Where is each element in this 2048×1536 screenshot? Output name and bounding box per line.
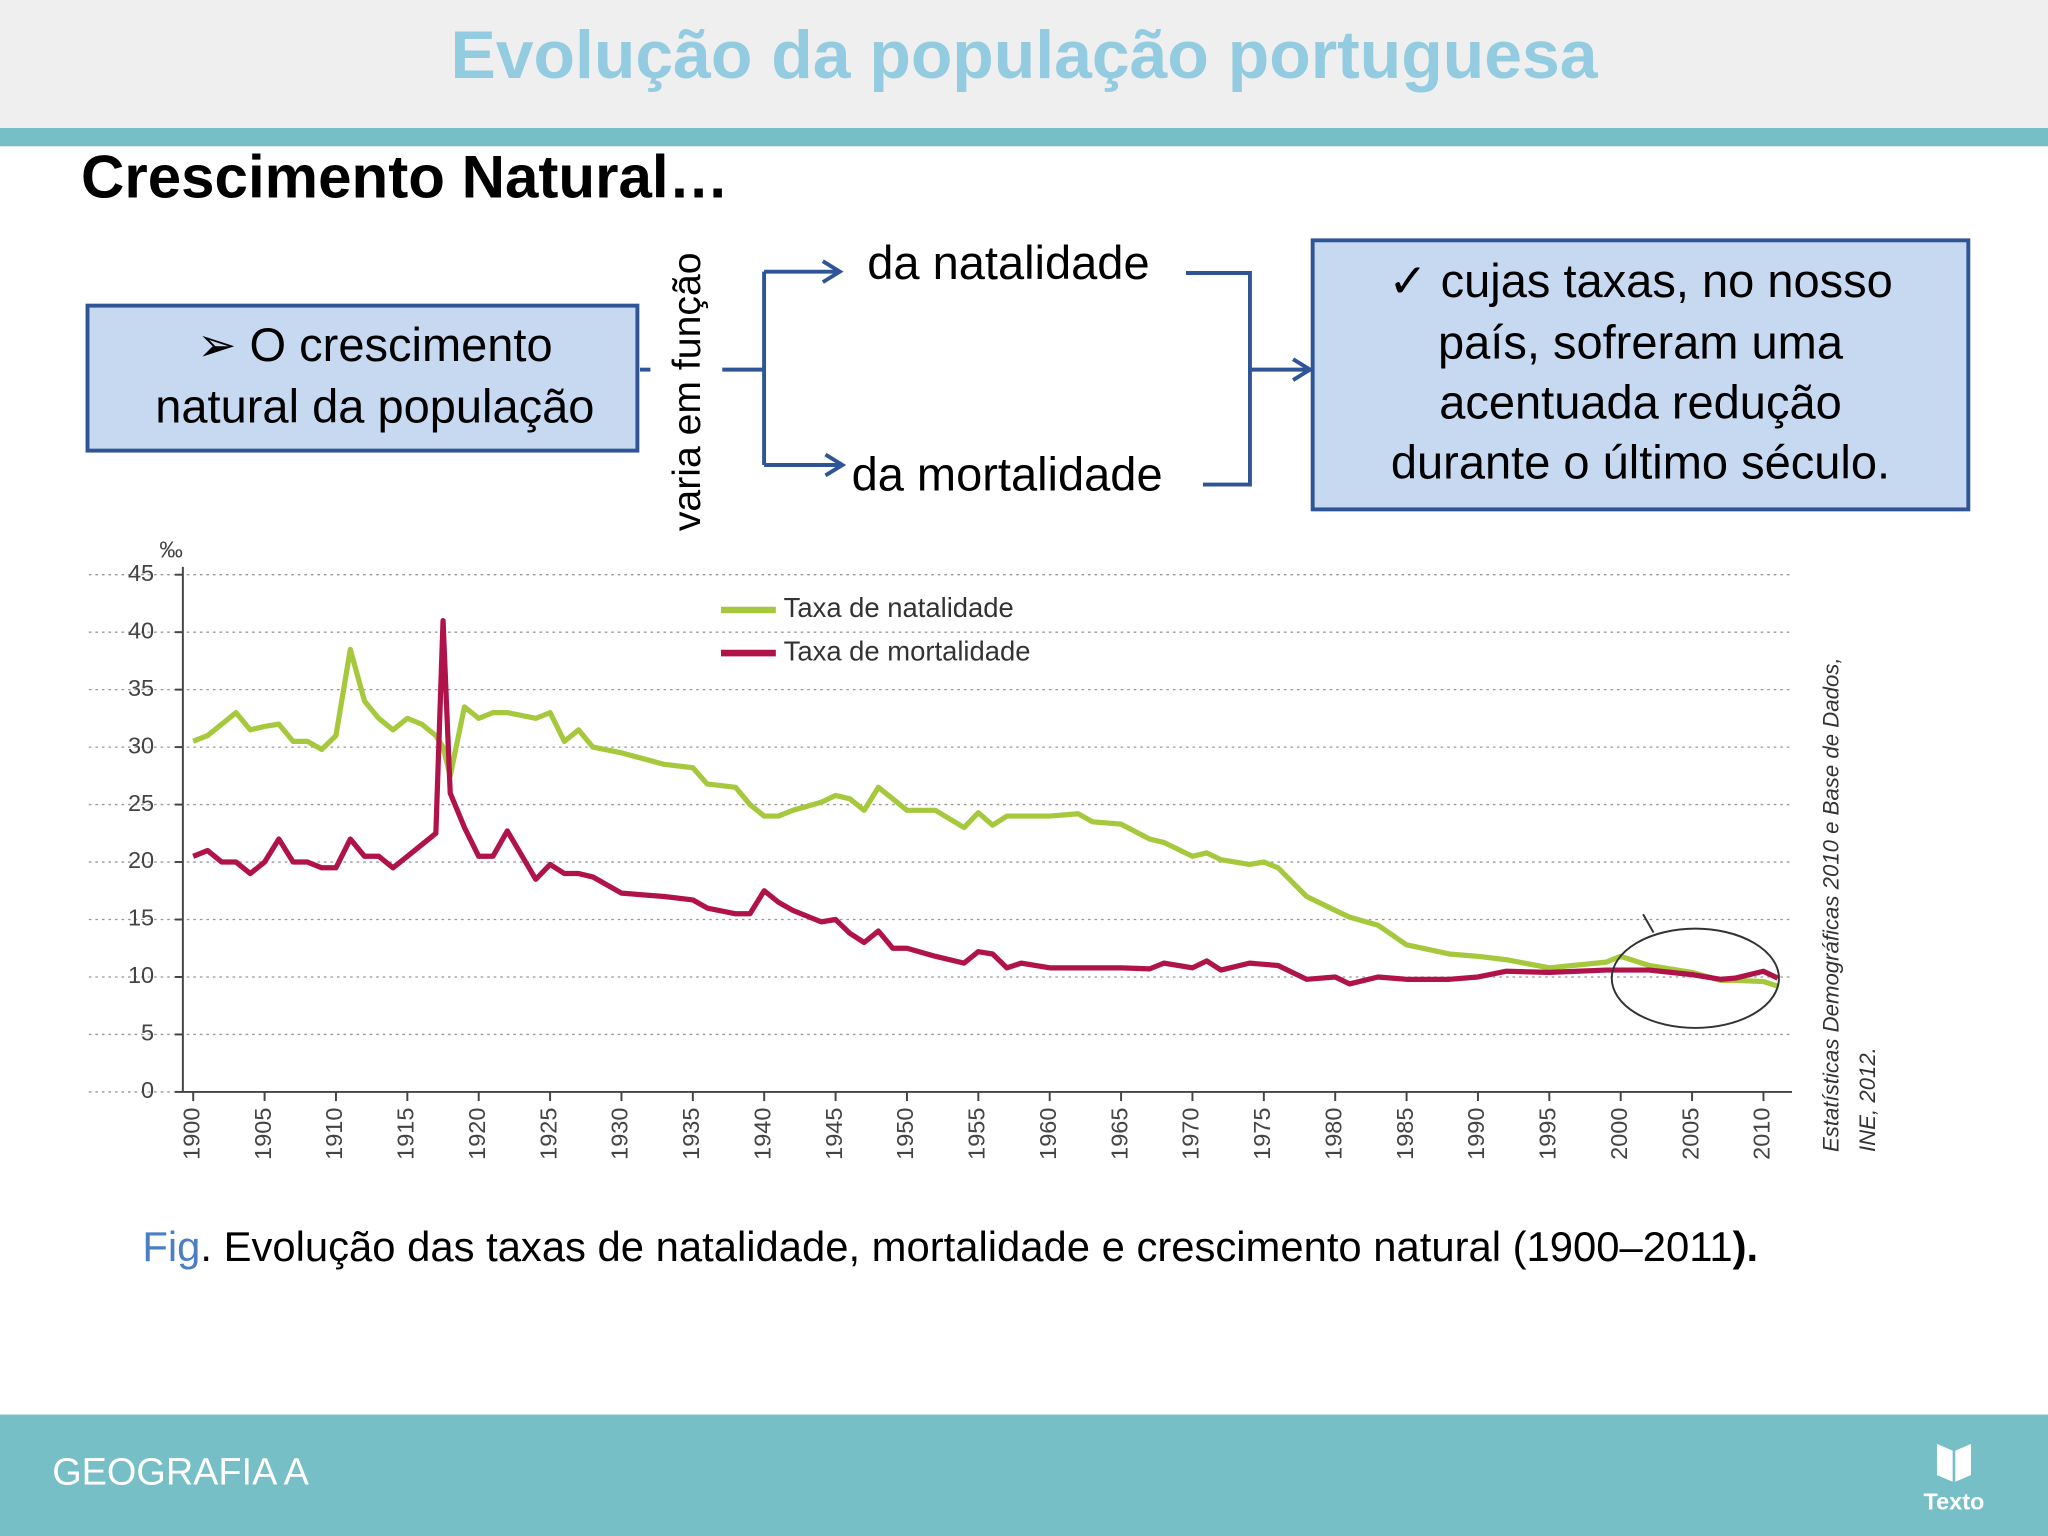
result-box-line: durante o último século. xyxy=(1391,436,1890,489)
x-tick-label: 1945 xyxy=(821,1108,847,1160)
x-tick-label: 2005 xyxy=(1677,1108,1703,1160)
header-band xyxy=(0,0,2048,128)
caption-label: Fig xyxy=(142,1223,200,1270)
source-box-line: ➢ O crescimento xyxy=(197,318,553,371)
footer-brand: Texto xyxy=(1923,1489,1984,1515)
source-note: Estatísticas Demográficas 2010 e Base de… xyxy=(1818,657,1843,1152)
figure-caption: Fig. Evolução das taxas de natalidade, m… xyxy=(142,1223,1758,1270)
result-box-line: acentuada redução xyxy=(1439,376,1842,429)
x-tick-label: 1950 xyxy=(892,1108,918,1160)
y-unit: ‰ xyxy=(159,536,183,562)
y-tick-label: 10 xyxy=(128,962,154,988)
branch-label: da mortalidade xyxy=(852,447,1163,500)
x-tick-label: 1930 xyxy=(607,1108,633,1160)
x-tick-label: 1910 xyxy=(321,1108,347,1160)
slide-subtitle: Crescimento Natural… xyxy=(81,143,729,210)
x-tick-label: 2000 xyxy=(1606,1108,1632,1160)
result-box-line: país, sofreram uma xyxy=(1438,316,1844,369)
x-tick-label: 1985 xyxy=(1392,1108,1418,1160)
x-tick-label: 1905 xyxy=(250,1108,276,1160)
x-tick-label: 1975 xyxy=(1249,1108,1275,1160)
x-tick-label: 1955 xyxy=(964,1108,990,1160)
x-tick-label: 1915 xyxy=(393,1108,419,1160)
x-tick-label: 1990 xyxy=(1463,1108,1489,1160)
highlight-ellipse xyxy=(1610,927,1780,1029)
source-note: INE, 2012. xyxy=(1855,1047,1880,1152)
y-tick-label: 40 xyxy=(128,617,154,643)
source-box xyxy=(85,303,640,453)
x-tick-label: 1995 xyxy=(1535,1108,1561,1160)
data-line xyxy=(192,618,1779,987)
legend-label: Taxa de natalidade xyxy=(784,592,1014,623)
highlight-pointer xyxy=(1642,913,1655,934)
connector-label: varia em função xyxy=(666,252,709,531)
chart: 0 5 10 15 20 25 30 35 40 45‰ 1900 1905 1910 1915 1920 1… xyxy=(88,536,1880,1160)
x-tick-label: 2010 xyxy=(1749,1108,1775,1160)
x-tick-label: 1900 xyxy=(178,1108,204,1160)
y-tick-label: 15 xyxy=(128,905,154,931)
y-tick-label: 25 xyxy=(128,790,154,816)
footer-course: GEOGRAFIA A xyxy=(52,1452,309,1494)
y-tick-label: 35 xyxy=(128,675,154,701)
caption-end: ). xyxy=(1733,1223,1759,1270)
slide-title: Evolução da população portuguesa xyxy=(450,18,1598,93)
x-tick-label: 1980 xyxy=(1320,1108,1346,1160)
x-tick-label: 1925 xyxy=(535,1108,561,1160)
header-rule xyxy=(0,128,2048,147)
y-tick-label: 30 xyxy=(128,732,154,758)
branch-label: da natalidade xyxy=(867,236,1149,289)
branch-arrows xyxy=(722,259,1314,487)
x-tick-label: 1970 xyxy=(1178,1108,1204,1160)
y-tick-label: 0 xyxy=(141,1077,154,1103)
x-tick-label: 1940 xyxy=(749,1108,775,1160)
y-tick-label: 20 xyxy=(128,847,154,873)
legend-label: Taxa de mortalidade xyxy=(784,635,1031,666)
result-box-line: ✓ cujas taxas, no nosso xyxy=(1388,254,1893,307)
footer-band xyxy=(0,1414,2048,1536)
footer-logo-icon xyxy=(1934,1439,1974,1486)
y-tick-label: 45 xyxy=(128,560,154,586)
y-tick-label: 5 xyxy=(141,1020,154,1046)
x-tick-label: 1960 xyxy=(1035,1108,1061,1160)
x-tick-label: 1965 xyxy=(1106,1108,1132,1160)
x-tick-label: 1920 xyxy=(464,1108,490,1160)
data-line xyxy=(192,646,1779,989)
caption-text: . Evolução das taxas de natalidade, mort… xyxy=(200,1223,1732,1270)
x-tick-label: 1935 xyxy=(678,1108,704,1160)
result-box xyxy=(1310,238,1971,512)
source-box-line: natural da população xyxy=(155,380,594,433)
